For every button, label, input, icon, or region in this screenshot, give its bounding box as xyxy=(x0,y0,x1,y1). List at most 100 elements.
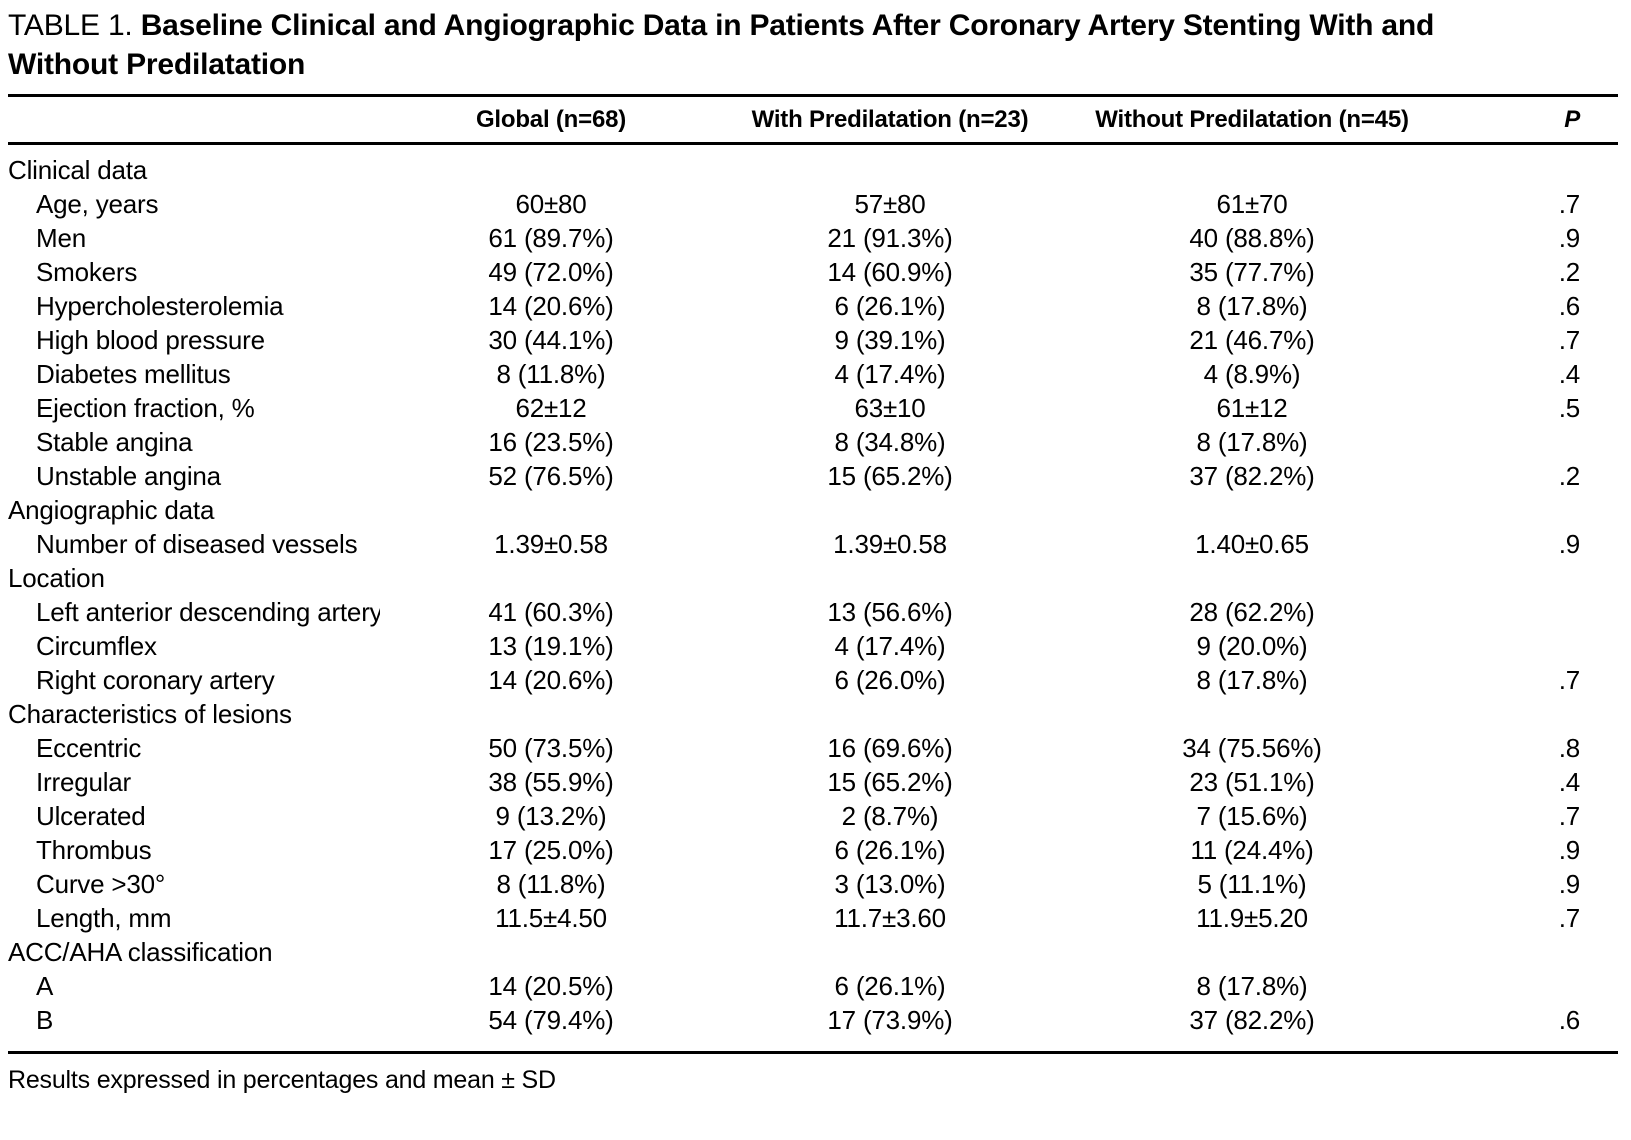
cell-with-predilatation: 14 (60.9%) xyxy=(827,257,953,287)
table-title-text: Baseline Clinical and Angiographic Data … xyxy=(8,9,1435,81)
section-header-row: Characteristics of lesions xyxy=(8,697,1618,731)
cell-with-predilatation: 17 (73.9%) xyxy=(827,1005,953,1035)
cell-global: 8 (11.8%) xyxy=(496,869,606,899)
column-header-p-value: P xyxy=(1446,95,1618,145)
cell-without-predilatation: 28 (62.2%) xyxy=(1189,597,1315,627)
table-row: Hypercholesterolemia 14 (20.6%) 6 (26.1%) 8… xyxy=(8,289,1618,323)
table-title: TABLE 1. Baseline Clinical and Angiograp… xyxy=(8,6,1508,84)
cell-global: 13 (19.1%) xyxy=(488,631,614,661)
cell-p-value xyxy=(1446,595,1618,629)
cell-with-predilatation: 2 (8.7%) xyxy=(841,801,939,831)
cell-p-value: .7 xyxy=(1558,801,1580,831)
cell-global: 8 (11.8%) xyxy=(496,359,606,389)
row-label: Hypercholesterolemia xyxy=(36,291,284,321)
table-row: Unstable angina 52 (76.5%) 15 (65.2%) 37 (8… xyxy=(8,459,1618,493)
table-row: Thrombus 17 (25.0%) 6 (26.1%) 11 (24.4%) .9 xyxy=(8,833,1618,867)
table-row: Left anterior descending artery 41 (60.3%… xyxy=(8,595,1618,629)
row-label: Right coronary artery xyxy=(36,665,275,695)
table-row: Smokers 49 (72.0%) 14 (60.9%) 35 (77.7%) .2 xyxy=(8,255,1618,289)
cell-without-predilatation: 1.40±0.65 xyxy=(1195,529,1309,559)
cell-without-predilatation: 4 (8.9%) xyxy=(1203,359,1301,389)
table-row: Stable angina 16 (23.5%) 8 (34.8%) 8 (17.8%… xyxy=(8,425,1618,459)
table-row: Ulcerated 9 (13.2%) 2 (8.7%) 7 (15.6%) .7 xyxy=(8,799,1618,833)
row-label: Unstable angina xyxy=(36,461,221,491)
row-label: Diabetes mellitus xyxy=(36,359,231,389)
cell-p-value: .7 xyxy=(1558,325,1580,355)
column-header-row: Global (n=68) With Predilatation (n=23) … xyxy=(8,95,1618,145)
cell-without-predilatation: 23 (51.1%) xyxy=(1189,767,1315,797)
row-label: Number of diseased vessels xyxy=(36,529,358,559)
cell-p-value: .9 xyxy=(1558,223,1580,253)
cell-with-predilatation: 9 (39.1%) xyxy=(834,325,946,355)
cell-p-value: .9 xyxy=(1558,869,1580,899)
cell-p-value: .5 xyxy=(1558,393,1580,423)
row-label: Eccentric xyxy=(36,733,142,763)
cell-global: 17 (25.0%) xyxy=(488,835,614,865)
row-label: Left anterior descending artery xyxy=(36,597,380,627)
section-header-label: Location xyxy=(8,563,105,593)
cell-with-predilatation: 1.39±0.58 xyxy=(833,529,947,559)
cell-global: 14 (20.6%) xyxy=(488,291,614,321)
cell-p-value: .7 xyxy=(1558,903,1580,933)
column-header-with-predilatation: With Predilatation (n=23) xyxy=(722,95,1058,145)
cell-with-predilatation: 15 (65.2%) xyxy=(827,461,953,491)
cell-without-predilatation: 5 (11.1%) xyxy=(1197,869,1307,899)
cell-p-value: .9 xyxy=(1558,529,1580,559)
table-row: Number of diseased vessels 1.39±0.58 1.39±… xyxy=(8,527,1618,561)
cell-without-predilatation: 8 (17.8%) xyxy=(1196,291,1308,321)
cell-global: 41 (60.3%) xyxy=(488,597,614,627)
table-row: Circumflex 13 (19.1%) 4 (17.4%) 9 (20.0%) xyxy=(8,629,1618,663)
table-row: Right coronary artery 14 (20.6%) 6 (26.0%)… xyxy=(8,663,1618,697)
column-header-empty xyxy=(8,95,380,145)
cell-without-predilatation: 37 (82.2%) xyxy=(1189,1005,1315,1035)
cell-without-predilatation: 7 (15.6%) xyxy=(1196,801,1308,831)
cell-with-predilatation: 6 (26.1%) xyxy=(834,291,946,321)
cell-with-predilatation: 11.7±3.60 xyxy=(834,903,946,933)
cell-with-predilatation: 13 (56.6%) xyxy=(827,597,953,627)
cell-p-value: .6 xyxy=(1558,1005,1580,1035)
cell-with-predilatation: 4 (17.4%) xyxy=(834,631,946,661)
cell-p-value: .6 xyxy=(1558,291,1580,321)
cell-global: 52 (76.5%) xyxy=(488,461,614,491)
table-header: Global (n=68) With Predilatation (n=23) … xyxy=(8,95,1618,145)
cell-p-value: .2 xyxy=(1558,461,1580,491)
cell-with-predilatation: 57±80 xyxy=(854,189,926,219)
cell-without-predilatation: 8 (17.8%) xyxy=(1196,427,1308,457)
cell-without-predilatation: 8 (17.8%) xyxy=(1196,971,1308,1001)
table-row: Length, mm 11.5±4.50 11.7±3.60 11.9±5.20 .7 xyxy=(8,901,1618,935)
table-row: Eccentric 50 (73.5%) 16 (69.6%) 34 (75.56%)… xyxy=(8,731,1618,765)
cell-global: 30 (44.1%) xyxy=(488,325,614,355)
table-row: B 54 (79.4%) 17 (73.9%) 37 (82.2%) .6 xyxy=(8,1003,1618,1053)
cell-with-predilatation: 16 (69.6%) xyxy=(827,733,953,763)
cell-with-predilatation: 3 (13.0%) xyxy=(834,869,946,899)
cell-with-predilatation: 6 (26.1%) xyxy=(834,971,946,1001)
cell-without-predilatation: 35 (77.7%) xyxy=(1189,257,1315,287)
cell-global: 38 (55.9%) xyxy=(488,767,614,797)
cell-global: 1.39±0.58 xyxy=(494,529,608,559)
cell-p-value: .8 xyxy=(1558,733,1580,763)
section-header-row: Angiographic data xyxy=(8,493,1618,527)
column-header-without-predilatation: Without Predilatation (n=45) xyxy=(1058,95,1446,145)
cell-without-predilatation: 40 (88.8%) xyxy=(1189,223,1315,253)
cell-p-value: .4 xyxy=(1558,767,1580,797)
row-label: Stable angina xyxy=(36,427,193,457)
row-label: B xyxy=(36,1005,54,1035)
row-label: High blood pressure xyxy=(36,325,265,355)
cell-global: 49 (72.0%) xyxy=(488,257,614,287)
cell-with-predilatation: 15 (65.2%) xyxy=(827,767,953,797)
table-row: Curve >30° 8 (11.8%) 3 (13.0%) 5 (11.1%) .9 xyxy=(8,867,1618,901)
row-label: Ulcerated xyxy=(36,801,146,831)
cell-global: 50 (73.5%) xyxy=(488,733,614,763)
row-label: A xyxy=(36,971,54,1001)
cell-with-predilatation: 6 (26.1%) xyxy=(834,835,946,865)
table-row: Men 61 (89.7%) 21 (91.3%) 40 (88.8%) .9 xyxy=(8,221,1618,255)
section-header-label: Clinical data xyxy=(8,155,148,185)
row-label: Curve >30° xyxy=(36,869,166,899)
cell-with-predilatation: 6 (26.0%) xyxy=(834,665,946,695)
cell-p-value: .9 xyxy=(1558,835,1580,865)
section-header-label: ACC/AHA classification xyxy=(8,937,273,967)
cell-global: 11.5±4.50 xyxy=(495,903,607,933)
cell-p-value xyxy=(1446,629,1618,663)
table-row: Ejection fraction, % 62±12 63±10 61±12 .5 xyxy=(8,391,1618,425)
